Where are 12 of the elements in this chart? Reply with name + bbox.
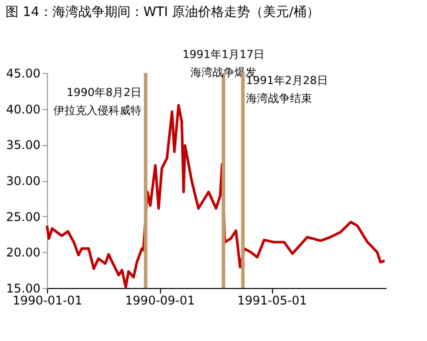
y-tick-label: 20.00 <box>6 246 40 260</box>
x-tick-label: 1990-01-01 <box>12 294 82 308</box>
y-tick-label: 40.00 <box>6 102 40 116</box>
ref-line-label: 1990年8月2日伊拉克入侵科威特 <box>54 86 142 117</box>
y-tick-label: 45.00 <box>6 66 40 80</box>
x-tick-label: 1991-05-01 <box>237 294 307 308</box>
x-tick-label: 1990-09-01 <box>125 294 195 308</box>
chart-title: 图 14：海湾战争期间：WTI 原油价格走势（美元/桶） <box>6 4 320 20</box>
y-tick-label: 30.00 <box>6 174 40 188</box>
y-tick-label: 25.00 <box>6 210 40 224</box>
y-tick-label: 15.00 <box>6 282 40 296</box>
y-tick-label: 35.00 <box>6 138 40 152</box>
